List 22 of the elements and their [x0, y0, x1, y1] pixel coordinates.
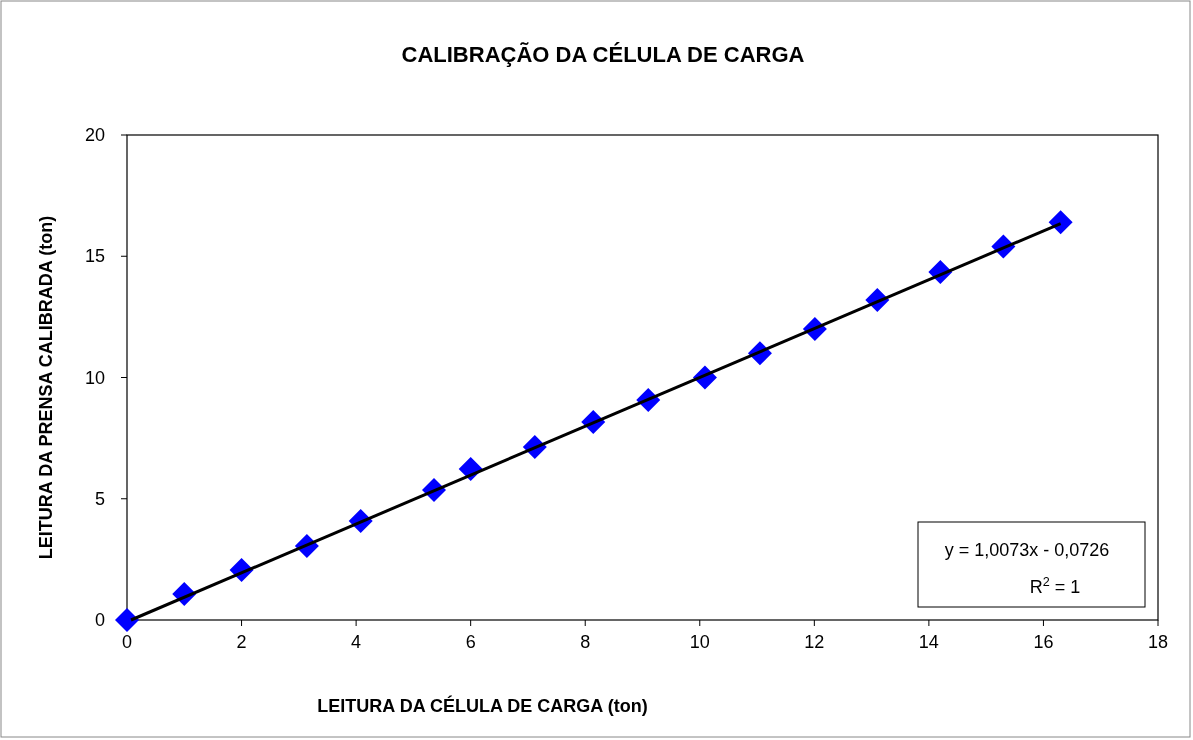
x-tick-label: 14: [918, 632, 939, 652]
y-axis-title: LEITURA DA PRENSA CALIBRADA (ton): [36, 215, 56, 560]
y-tick-label: 10: [84, 367, 105, 388]
x-tick-label: 8: [580, 632, 591, 652]
y-tick-label: 15: [84, 246, 105, 267]
x-tick-label: 0: [121, 632, 133, 652]
y-tick-label: 0: [94, 610, 105, 630]
point: [1048, 210, 1073, 235]
x-tick-label: 16: [1033, 632, 1054, 652]
point: [115, 608, 139, 632]
x-tick-label: 4: [351, 632, 362, 652]
x-tick-label: 10: [689, 632, 710, 652]
y-tick-label: 5: [94, 488, 105, 509]
annotation: R$^{2}$ = 1: [1029, 575, 1081, 597]
x-tick-label: 18: [1147, 632, 1169, 652]
x-axis-title: LEITURA DA CÉLULA DE CARGA (ton): [317, 695, 648, 716]
x-tick-label: 6: [465, 632, 476, 652]
x-tick-label: 2: [236, 632, 247, 652]
annotation: y = 1,0073x - 0,0726: [944, 540, 1110, 560]
chart-title: CALIBRAÇÃO DA CÉLULA DE CARGA: [401, 42, 805, 67]
x-tick-label: 12: [804, 632, 825, 652]
y-tick-label: 20: [84, 125, 105, 145]
